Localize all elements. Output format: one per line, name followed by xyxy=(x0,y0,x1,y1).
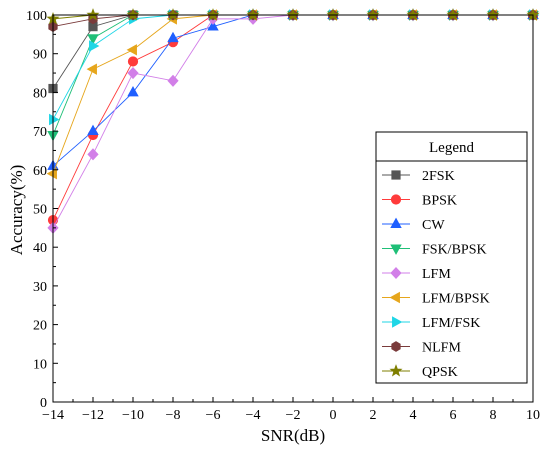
legend-label: NLFM xyxy=(422,341,461,356)
y-tick-label: 20 xyxy=(33,319,47,334)
data-point xyxy=(366,8,380,21)
x-tick-label: 0 xyxy=(330,408,337,423)
x-tick-label: −4 xyxy=(246,408,261,423)
legend-box xyxy=(375,131,528,384)
y-tick-label: 60 xyxy=(33,164,47,179)
legend-label: LFM xyxy=(422,267,451,282)
series-fsk-bpsk xyxy=(47,11,539,142)
data-point xyxy=(86,63,97,75)
axes: −14 −12 −10 −8 −6 −4 −2 0 2 4 6 8 100102030405060708… xyxy=(26,9,540,423)
y-tick-label: 50 xyxy=(33,203,47,218)
legend-title: Legend xyxy=(429,140,474,156)
legend-marker xyxy=(391,170,401,180)
legend-marker xyxy=(390,244,402,255)
data-point xyxy=(167,74,179,87)
data-point xyxy=(87,148,99,161)
data-point xyxy=(86,8,100,21)
y-tick-label: 90 xyxy=(33,48,47,63)
y-tick-label: 0 xyxy=(40,396,47,411)
x-tick-label: 2 xyxy=(370,408,377,423)
y-tick-label: 30 xyxy=(33,280,47,295)
data-point xyxy=(286,8,300,21)
legend-item: LFM xyxy=(382,266,451,282)
data-point xyxy=(406,8,420,21)
y-tick-label: 10 xyxy=(33,357,47,372)
legend-label: FSK/BPSK xyxy=(422,243,487,258)
series-lfm-fsk xyxy=(49,9,540,126)
series-line xyxy=(52,14,533,89)
legend-label: LFM/FSK xyxy=(422,316,480,331)
x-tick-label: 4 xyxy=(410,408,417,423)
data-point xyxy=(87,124,99,136)
y-tick-label: 70 xyxy=(33,125,47,140)
data-point xyxy=(486,8,500,21)
y-tick-label: 40 xyxy=(33,241,47,256)
legend-marker xyxy=(391,341,401,352)
data-point xyxy=(87,34,99,45)
data-point xyxy=(126,8,140,21)
x-tick-label: −12 xyxy=(82,408,104,423)
legend-marker xyxy=(389,364,403,377)
legend-marker xyxy=(390,217,402,228)
data-point xyxy=(167,31,179,43)
series-line xyxy=(52,14,533,120)
legend-label: BPSK xyxy=(422,194,457,209)
y-tick-label: 80 xyxy=(33,86,47,101)
series-2fsk xyxy=(48,10,538,94)
x-tick-label: −2 xyxy=(286,408,301,423)
data-point xyxy=(246,8,260,21)
data-point xyxy=(46,167,57,180)
data-point xyxy=(446,8,460,21)
legend-item: CW xyxy=(382,217,445,233)
legend-marker xyxy=(392,316,403,328)
legend-marker xyxy=(390,194,402,205)
legend-item: NLFM xyxy=(382,341,461,356)
legend-item: BPSK xyxy=(382,194,457,209)
legend-item: LFM/BPSK xyxy=(382,292,490,307)
series-line xyxy=(52,14,533,136)
data-point xyxy=(127,67,139,80)
data-point xyxy=(49,113,60,126)
x-tick-label: −8 xyxy=(166,408,181,423)
legend-label: QPSK xyxy=(422,365,458,380)
data-point xyxy=(126,44,137,56)
data-point xyxy=(89,40,100,52)
data-point xyxy=(166,8,180,21)
data-point xyxy=(127,56,139,67)
legend-marker xyxy=(389,291,400,304)
legend: Legend 2FSK BPSK CW FSK/BPSK LFM LFM/BPSK LFM/F… xyxy=(375,131,528,384)
y-tick-label: 100 xyxy=(26,9,47,24)
data-point xyxy=(326,8,340,21)
legend-item: FSK/BPSK xyxy=(382,243,487,258)
legend-label: 2FSK xyxy=(422,169,455,184)
legend-label: CW xyxy=(422,218,445,233)
x-tick-label: 6 xyxy=(450,408,457,423)
x-tick-label: 10 xyxy=(526,408,540,423)
data-point xyxy=(207,20,219,31)
legend-marker xyxy=(390,266,402,280)
x-axis-title: SNR(dB) xyxy=(261,426,325,445)
x-tick-label: −6 xyxy=(206,408,221,423)
x-tick-label: −10 xyxy=(122,408,144,423)
legend-item: 2FSK xyxy=(382,169,455,184)
legend-item: QPSK xyxy=(382,364,458,380)
x-tick-label: 8 xyxy=(490,408,497,423)
x-tick-label: −14 xyxy=(42,408,64,423)
legend-label: LFM/BPSK xyxy=(422,292,490,307)
legend-item: LFM/FSK xyxy=(382,316,480,331)
y-axis-title: Accuracy(%) xyxy=(7,165,26,256)
data-point xyxy=(127,85,139,97)
data-point xyxy=(206,8,220,21)
